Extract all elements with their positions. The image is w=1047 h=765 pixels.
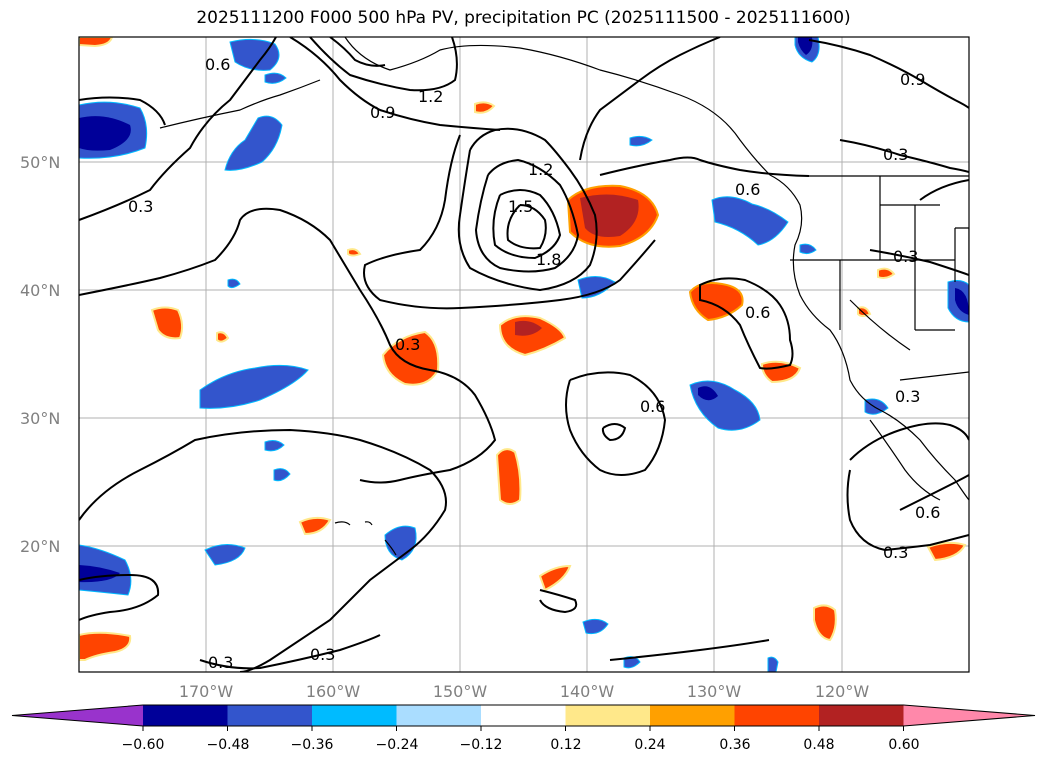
lon-label: 160°W — [306, 682, 361, 701]
colorbar-tick-label: 0.24 — [634, 737, 665, 753]
contour-label: 1.8 — [536, 250, 561, 269]
colorbar-segment — [481, 705, 566, 726]
colorbar-extend-low — [12, 705, 143, 726]
colorbar-segment — [650, 705, 735, 726]
lat-label: 40°N — [20, 281, 60, 300]
contour-label: 0.6 — [205, 55, 230, 74]
colorbar-tick-label: −0.12 — [460, 737, 503, 753]
longitude-labels: 170°W 160°W 150°W 140°W 130°W 120°W — [179, 682, 870, 701]
contour-label: 0.6 — [915, 503, 940, 522]
contour-label: 0.6 — [735, 180, 760, 199]
colorbar-segment — [396, 705, 482, 726]
contour-label: 0.3 — [128, 197, 153, 216]
figure-title: 2025111200 F000 500 hPa PV, precipitatio… — [196, 8, 851, 28]
contour-label: 0.3 — [395, 335, 420, 354]
lon-label: 150°W — [433, 682, 488, 701]
colorbar-extend-high — [903, 705, 1035, 726]
contour-label: 0.3 — [883, 543, 908, 562]
contour-label: 0.3 — [893, 247, 918, 266]
contour-label: 0.3 — [883, 145, 908, 164]
contour-label: 0.3 — [208, 653, 233, 672]
contour-label: 1.2 — [418, 87, 443, 106]
colorbar-tick-label: −0.60 — [122, 737, 165, 753]
contour-label: 1.2 — [528, 160, 553, 179]
colorbar-segment — [143, 705, 228, 726]
pv-contours — [79, 37, 969, 672]
contour-label: 0.3 — [895, 387, 920, 406]
lon-label: 140°W — [560, 682, 615, 701]
colorbar-tick-labels: −0.60 −0.48 −0.36 −0.24 −0.12 0.12 0.24 … — [122, 737, 920, 753]
colorbar-tick-label: 0.48 — [803, 737, 834, 753]
contour-label: 0.9 — [900, 70, 925, 89]
contour-label: 0.6 — [745, 303, 770, 322]
positive-pc-regions — [79, 37, 967, 661]
lat-label: 30°N — [20, 409, 60, 428]
map-frame — [78, 36, 970, 673]
colorbar-tick-label: 0.12 — [550, 737, 581, 753]
colorbar-tick-label: −0.36 — [291, 737, 334, 753]
colorbar-tick-label: −0.48 — [207, 737, 250, 753]
colorbar-segment — [734, 705, 820, 726]
contour-label: 0.6 — [640, 397, 665, 416]
negative-pc-regions — [79, 37, 969, 672]
contour-labels: 0.6 0.3 0.9 1.2 1.2 1.5 1.8 0.6 0.9 0.3 … — [128, 55, 940, 672]
contour-label: 0.3 — [310, 645, 335, 664]
lat-label: 20°N — [20, 537, 60, 556]
colorbar-segment — [819, 705, 904, 726]
colorbar-tick-label: −0.24 — [376, 737, 419, 753]
colorbar-tick-label: 0.36 — [719, 737, 750, 753]
lon-label: 170°W — [179, 682, 234, 701]
colorbar-segment — [312, 705, 397, 726]
lon-label: 120°W — [815, 682, 870, 701]
colorbar — [11, 704, 1036, 731]
lat-label: 50°N — [20, 153, 60, 172]
contour-label: 1.5 — [508, 197, 533, 216]
colorbar-segment — [227, 705, 313, 726]
colorbar-segment — [565, 705, 651, 726]
lon-label: 130°W — [687, 682, 742, 701]
latitude-labels: 50°N 40°N 30°N 20°N — [20, 153, 60, 556]
colorbar-tick-label: 0.60 — [888, 737, 919, 753]
contour-label: 0.9 — [370, 103, 395, 122]
